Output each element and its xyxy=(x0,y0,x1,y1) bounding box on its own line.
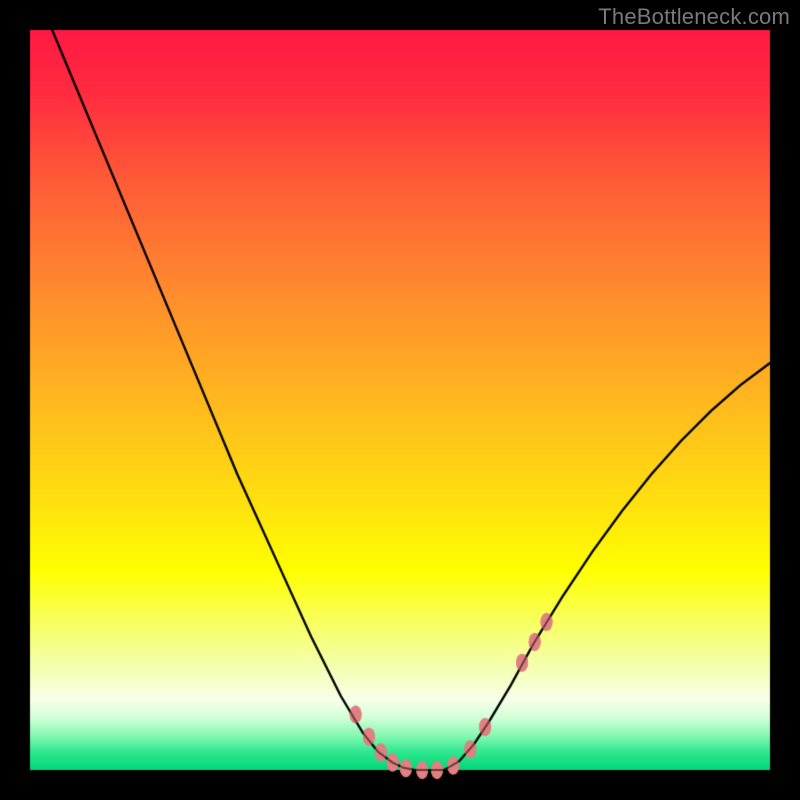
watermark-text: TheBottleneck.com xyxy=(598,4,790,30)
chart-container: TheBottleneck.com xyxy=(0,0,800,800)
bottleneck-curve-chart xyxy=(0,0,800,800)
